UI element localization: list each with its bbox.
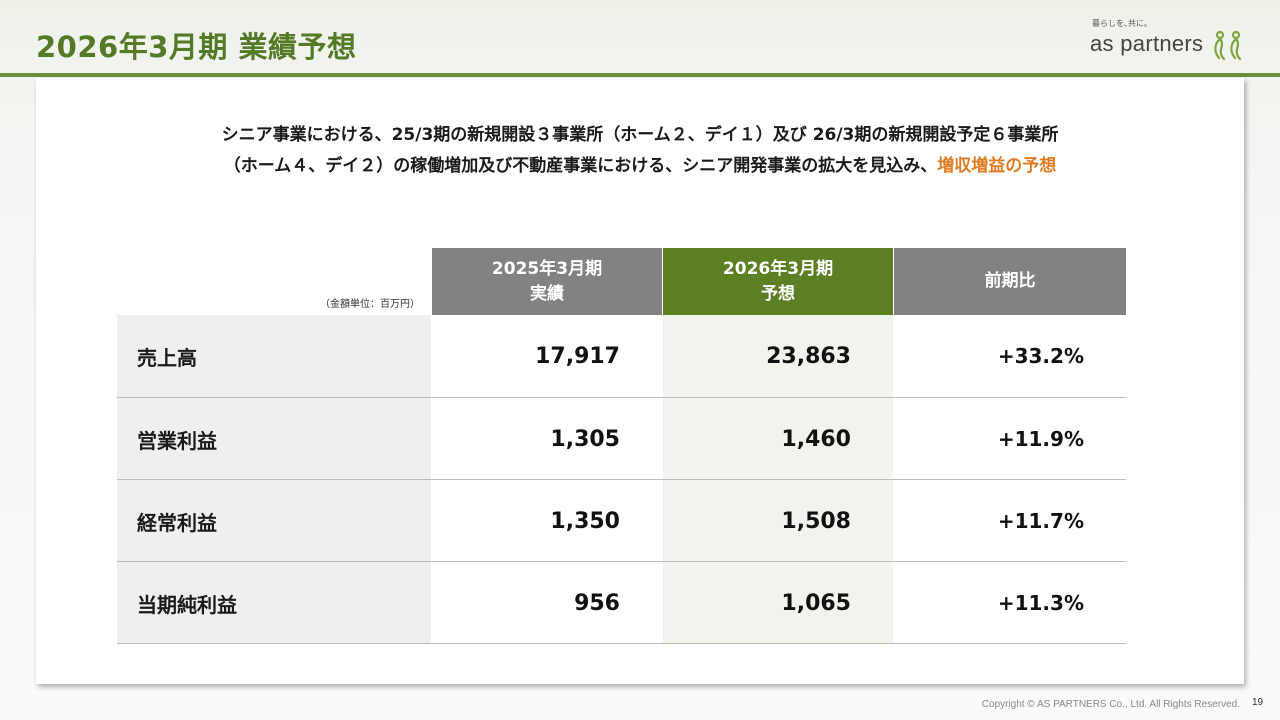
net-income-forecast: 1,065: [781, 590, 851, 616]
row-label-net-income: 当期純利益: [117, 562, 431, 644]
operating-profit-actual: 1,305: [550, 426, 620, 452]
header-fy2025-line1: 2025年3月期: [491, 258, 603, 279]
header-fy2026-forecast: 2026年3月期 予想: [663, 248, 893, 315]
logo-tagline: 暮らしを､共に｡: [1092, 19, 1148, 28]
net-income-change: +11.3%: [997, 591, 1084, 615]
row-label-revenue: 売上高: [117, 315, 431, 397]
page-title: 2026年3月期 業績予想: [36, 30, 357, 64]
ordinary-profit-actual: 1,350: [550, 508, 620, 534]
header-fy2026-line2: 予想: [761, 283, 795, 304]
summary-line-2: （ホーム４、デイ２）の稼働増加及び不動産事業における、シニア開発事業の拡大を見込…: [70, 151, 1210, 182]
slide-header: 2026年3月期 業績予想 暮らしを､共に｡ as partners: [0, 0, 1280, 77]
row-label-ordinary-profit: 経常利益: [117, 480, 431, 562]
header-divider: [0, 73, 1280, 77]
logo-people-icon: [1214, 30, 1242, 61]
table-bottom-border: [117, 643, 1126, 644]
copyright-notice: Copyright © AS PARTNERS Co., Ltd. All Ri…: [981, 699, 1240, 710]
row-divider: [117, 397, 1126, 398]
operating-profit-change: +11.9%: [997, 427, 1084, 451]
revenue-change: +33.2%: [997, 344, 1084, 368]
header-fy2025-actual: 2025年3月期 実績: [432, 248, 662, 315]
net-income-actual: 956: [574, 590, 620, 616]
ordinary-profit-change: +11.7%: [997, 509, 1084, 533]
row-divider: [117, 561, 1126, 562]
page-number: 19: [1252, 697, 1264, 708]
operating-profit-forecast: 1,460: [781, 426, 851, 452]
summary-line-2-text: （ホーム４、デイ２）の稼働増加及び不動産事業における、シニア開発事業の拡大を見込…: [223, 156, 938, 176]
header-yoy-change: 前期比: [894, 248, 1126, 315]
header-fy2026-line1: 2026年3月期: [722, 258, 834, 279]
ordinary-profit-forecast: 1,508: [781, 508, 851, 534]
summary-line-1: シニア事業における、25/3期の新規開設３事業所（ホーム２、デイ１）及び 26/…: [221, 125, 1059, 145]
summary-text: シニア事業における、25/3期の新規開設３事業所（ホーム２、デイ１）及び 26/…: [70, 120, 1210, 182]
unit-note: （金額単位：百万円）: [320, 299, 420, 310]
revenue-actual: 17,917: [535, 343, 620, 369]
company-logo: 暮らしを､共に｡ as partners: [1090, 18, 1250, 62]
summary-highlight: 増収増益の予想: [937, 156, 1057, 176]
row-label-operating-profit: 営業利益: [117, 398, 431, 480]
header-yoy-line1: 前期比: [984, 271, 1036, 291]
logo-wordmark: as partners: [1090, 31, 1204, 56]
row-divider: [117, 479, 1126, 480]
header-fy2025-line2: 実績: [530, 283, 564, 304]
revenue-forecast: 23,863: [766, 343, 851, 369]
